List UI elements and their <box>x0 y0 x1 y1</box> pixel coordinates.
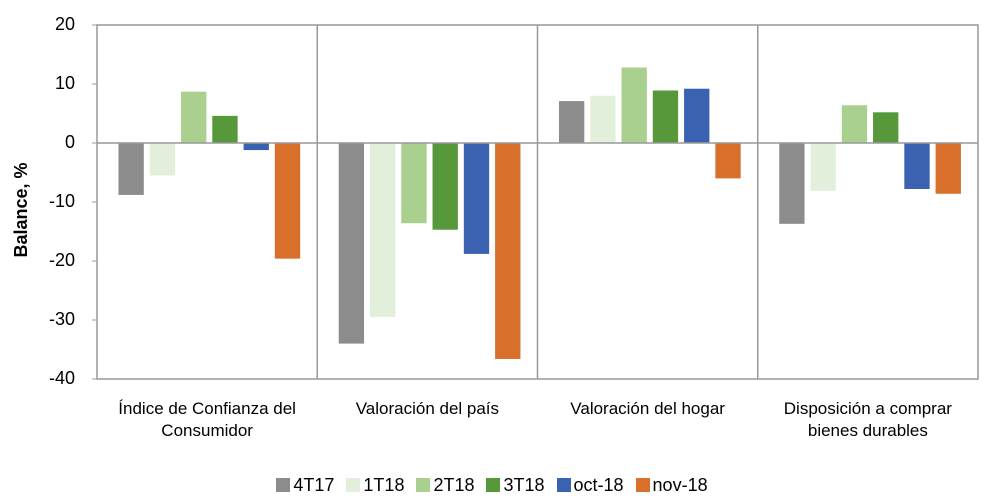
plot-border <box>96 24 979 380</box>
legend-swatch <box>346 478 361 492</box>
bar <box>118 143 144 195</box>
bar <box>558 101 585 143</box>
legend-label: 2T18 <box>433 475 475 495</box>
legend-item: nov-18 <box>635 475 708 495</box>
bar <box>495 143 521 359</box>
legend-label: oct-18 <box>573 475 624 495</box>
bar <box>274 143 301 259</box>
legend-item: 3T18 <box>486 475 545 495</box>
legend-label: 3T18 <box>503 475 545 495</box>
bar <box>243 143 269 151</box>
x-tick-label: Valoración del hogar <box>570 399 725 418</box>
legend-label: nov-18 <box>652 475 708 495</box>
y-tick-label: -10 <box>49 191 75 211</box>
y-tick-label: -30 <box>49 309 75 329</box>
legend-swatch <box>635 478 650 492</box>
legend-swatch <box>276 478 291 492</box>
bar <box>181 91 207 143</box>
bar <box>873 112 899 143</box>
x-tick-label: Disposición a comprar bienes durables <box>783 399 952 440</box>
bar <box>369 143 396 318</box>
legend-swatch <box>556 478 571 492</box>
legend-item: 2T18 <box>416 475 474 495</box>
bar <box>810 143 836 191</box>
y-tick-label: 0 <box>65 132 75 152</box>
legend-label: 4T17 <box>293 475 335 495</box>
bar <box>149 143 176 176</box>
bar <box>590 95 616 143</box>
bar <box>904 143 930 190</box>
legend-item: 4T17 <box>276 475 334 495</box>
legend: 4T17 1T18 2T18 3T18 oct-18 nov-18 <box>0 475 984 495</box>
bar <box>401 143 427 224</box>
legend-swatch <box>486 478 501 492</box>
bar <box>715 143 741 179</box>
bar <box>684 88 710 143</box>
x-tick-label: Valoración del país <box>355 399 500 418</box>
y-tick-label: 20 <box>55 14 75 34</box>
bar <box>432 143 458 230</box>
y-tick-label: 10 <box>55 73 75 93</box>
bar <box>212 115 238 143</box>
legend-item: 1T18 <box>346 475 404 495</box>
bar <box>841 105 868 143</box>
bar <box>935 143 961 194</box>
legend-swatch <box>416 478 431 492</box>
bar <box>652 90 679 143</box>
y-tick-label: -40 <box>49 368 75 388</box>
bar <box>779 143 805 224</box>
legend-item: oct-18 <box>556 475 624 495</box>
bar <box>621 67 647 143</box>
bar <box>338 143 365 344</box>
x-tick-label: Índice de Confianza del Consumidor <box>118 399 296 440</box>
y-tick-label: -20 <box>49 250 75 270</box>
legend-label: 1T18 <box>363 475 405 495</box>
y-axis-label: Balance, % <box>11 162 31 257</box>
bar <box>463 143 490 254</box>
